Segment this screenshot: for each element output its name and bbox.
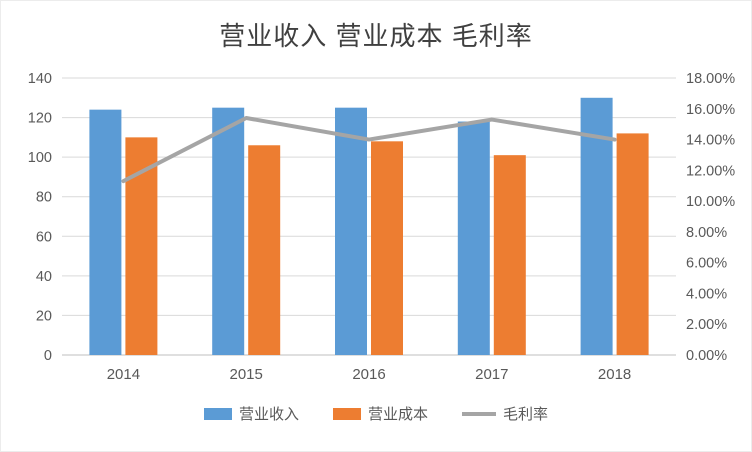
left-axis-tick-label: 20 (36, 308, 52, 324)
legend-label-margin: 毛利率 (503, 406, 549, 423)
chart-svg: 0 20 40 60 80 100 120 140 0.00% 2.00% 4.00% 6.00% 8.… (28, 71, 735, 383)
right-axis-tick-label: 0.00% (686, 348, 727, 364)
chart-legend: 营业收入 营业成本 毛利率 (0, 403, 752, 424)
margin-line-swatch-icon (462, 411, 496, 416)
cost-swatch-icon (332, 407, 361, 420)
bar-revenue (89, 109, 122, 356)
right-axis-tick-label: 18.00% (686, 71, 735, 87)
left-axis-tick-label: 120 (28, 111, 52, 127)
right-axis-tick-label: 16.00% (686, 102, 735, 118)
category-label: 2016 (352, 366, 385, 383)
bar-revenue (335, 107, 367, 355)
chart-title: 营业收入 营业成本 毛利率 (219, 21, 533, 51)
right-axis-tick-label: 4.00% (686, 286, 727, 302)
legend-label-revenue: 营业收入 (238, 406, 299, 423)
right-axis-tick-label: 12.00% (686, 163, 735, 179)
revenue-swatch-icon (203, 407, 232, 420)
bar-revenue (580, 97, 613, 356)
bar-cost (371, 141, 403, 355)
bar-cost (616, 133, 649, 355)
bar-cost (248, 145, 281, 355)
category-label: 2015 (230, 366, 263, 383)
left-axis-tick-label: 140 (28, 71, 52, 87)
left-axis-tick-label: 0 (44, 348, 52, 364)
right-axis-tick-label: 14.00% (686, 133, 735, 149)
bar-cost (493, 155, 526, 355)
left-axis-tick-label: 80 (36, 190, 52, 206)
margin-line (121, 116, 617, 184)
legend-item-margin: 毛利率 (462, 403, 548, 424)
left-axis-tick-label: 40 (36, 269, 52, 285)
left-axis-tick-label: 100 (28, 150, 52, 166)
right-axis-tick-label: 8.00% (686, 225, 727, 241)
right-axis-tick-label: 10.00% (686, 194, 735, 210)
left-axis-tick-label: 60 (36, 229, 52, 245)
legend-label-cost: 营业成本 (367, 406, 428, 423)
right-axis-tick-label: 2.00% (686, 317, 727, 333)
category-label: 2014 (107, 366, 140, 383)
bar-revenue (457, 121, 490, 356)
legend-item-cost: 营业成本 (332, 403, 428, 424)
legend-item-revenue: 营业收入 (203, 403, 299, 424)
category-label: 2017 (475, 366, 508, 383)
bar-revenue (212, 107, 245, 355)
right-axis-tick-label: 6.00% (686, 256, 727, 272)
category-label: 2018 (598, 366, 631, 383)
